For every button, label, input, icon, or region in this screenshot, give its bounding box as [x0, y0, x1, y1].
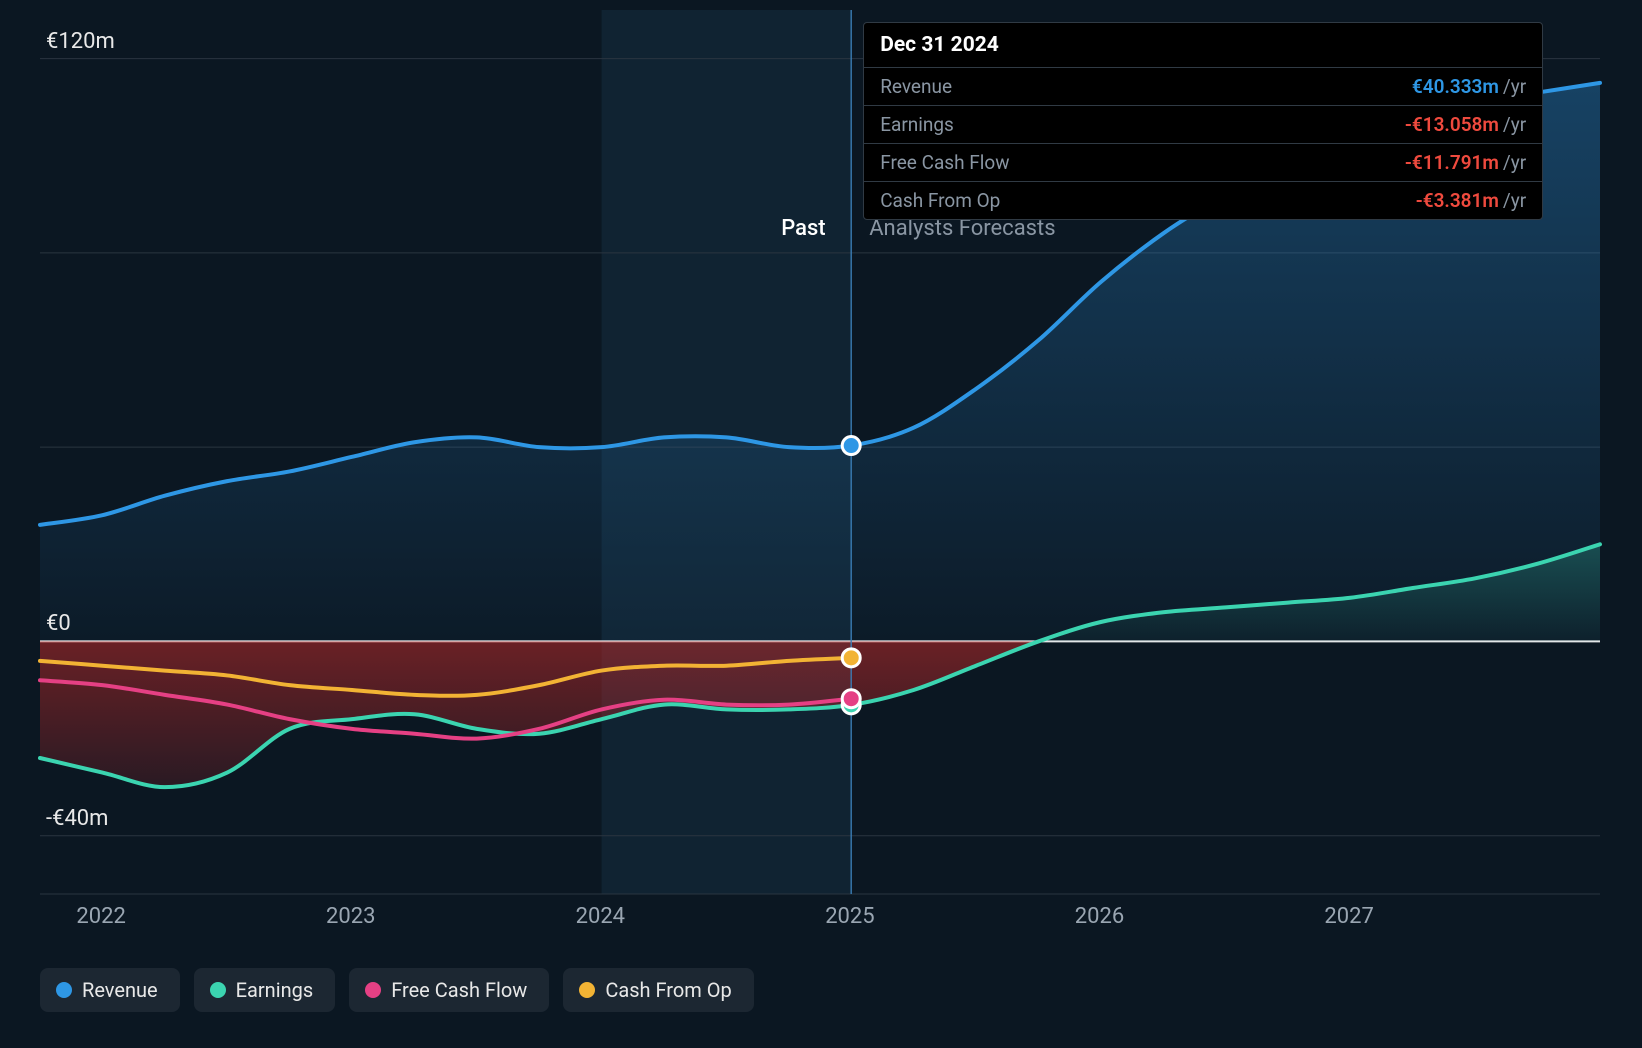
- tooltip: Dec 31 2024 Revenue €40.333m/yr Earnings -€…: [863, 22, 1543, 220]
- legend-dot-icon: [579, 982, 595, 998]
- x-tick-label: 2023: [326, 904, 375, 929]
- tooltip-row-value: €40.333m: [1412, 75, 1499, 98]
- x-tick-label: 2026: [1075, 904, 1124, 929]
- tooltip-row-value: -€3.381m: [1416, 189, 1499, 212]
- legend-dot-icon: [365, 982, 381, 998]
- tooltip-row: Cash From Op -€3.381m/yr: [864, 182, 1542, 219]
- tooltip-row-unit: /yr: [1503, 189, 1526, 212]
- tooltip-row-unit: /yr: [1503, 75, 1526, 98]
- legend-item-earnings[interactable]: Earnings: [194, 968, 336, 1012]
- zone-label-forecast: Analysts Forecasts: [869, 216, 1055, 241]
- cursor-marker-fcf: [842, 690, 860, 708]
- zone-label-past: Past: [781, 216, 825, 241]
- tooltip-title: Dec 31 2024: [864, 23, 1542, 68]
- x-tick-label: 2025: [825, 904, 874, 929]
- x-tick-label: 2027: [1324, 904, 1373, 929]
- tooltip-row-value: -€13.058m: [1405, 113, 1499, 136]
- legend-item-label: Cash From Op: [605, 978, 731, 1002]
- legend-item-label: Earnings: [236, 978, 314, 1002]
- tooltip-row-unit: /yr: [1503, 151, 1526, 174]
- tooltip-row: Earnings -€13.058m/yr: [864, 106, 1542, 144]
- tooltip-row-unit: /yr: [1503, 113, 1526, 136]
- tooltip-row-label: Revenue: [880, 75, 1372, 98]
- tooltip-row-label: Earnings: [880, 113, 1365, 136]
- tooltip-row: Free Cash Flow -€11.791m/yr: [864, 144, 1542, 182]
- legend-item-cfo[interactable]: Cash From Op: [563, 968, 753, 1012]
- earnings-neg-area: [40, 641, 1038, 787]
- legend-item-revenue[interactable]: Revenue: [40, 968, 180, 1012]
- legend-dot-icon: [56, 982, 72, 998]
- y-tick-label: -€40m: [46, 806, 108, 831]
- tooltip-row-label: Cash From Op: [880, 189, 1376, 212]
- legend: Revenue Earnings Free Cash Flow Cash From O…: [40, 968, 754, 1012]
- tooltip-row: Revenue €40.333m/yr: [864, 68, 1542, 106]
- legend-item-fcf[interactable]: Free Cash Flow: [349, 968, 549, 1012]
- cursor-marker-revenue: [842, 437, 860, 455]
- y-tick-label: €120m: [46, 29, 115, 54]
- legend-item-label: Revenue: [82, 978, 158, 1002]
- cursor-marker-cfo: [842, 649, 860, 667]
- x-tick-label: 2022: [76, 904, 125, 929]
- financial-chart: Past Analysts Forecasts €0 €120m -€40m 202…: [0, 0, 1642, 1048]
- tooltip-row-label: Free Cash Flow: [880, 151, 1365, 174]
- x-tick-label: 2024: [576, 904, 625, 929]
- tooltip-row-value: -€11.791m: [1405, 151, 1499, 174]
- legend-item-label: Free Cash Flow: [391, 978, 527, 1002]
- y-tick-label: €0: [46, 611, 71, 636]
- legend-dot-icon: [210, 982, 226, 998]
